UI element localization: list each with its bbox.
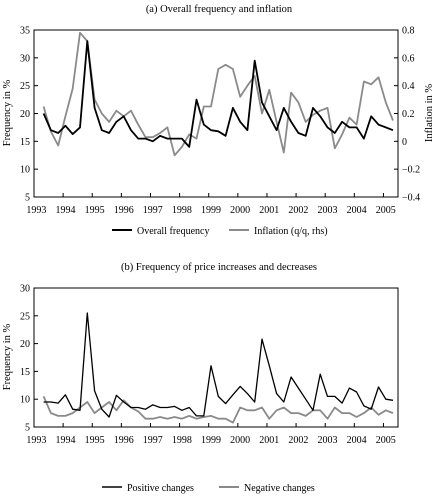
panel-b-plot-frame (33, 287, 399, 428)
x-tick-label: 1994 (55, 205, 75, 216)
panel-b-legend: Positive changes Negative changes (102, 483, 315, 494)
x-tick-label: 1997 (143, 435, 163, 446)
x-tick-label: 1998 (172, 205, 192, 216)
panel-b-title: (b) Frequency of price increases and dec… (121, 262, 317, 273)
panel-b-x-axis: 1993 1994 1995 1996 1997 1998 1999 2000 2001 2002… (26, 423, 396, 446)
x-tick-label: 2002 (288, 205, 308, 216)
series-line-negative-changes (42, 396, 394, 424)
legend-inflation-label: Inflation (q/q, rhs) (254, 226, 328, 237)
y-right-tick-label: −0.4 (402, 193, 420, 204)
series-line-positive-changes (43, 312, 394, 418)
x-tick-label: 2005 (376, 435, 396, 446)
panel-b-y-axis-label: Frequency in % (2, 324, 13, 391)
x-tick-label: 1993 (26, 205, 46, 216)
y-tick-label: 30 (20, 53, 30, 64)
panel-b-series (42, 312, 394, 424)
y-tick-label: 10 (20, 165, 30, 176)
series-line-inflation-q-q-rhs (42, 31, 394, 157)
x-tick-label: 2001 (259, 205, 279, 216)
panel-a-right-y-axis-label: Inflation in % (424, 84, 435, 143)
x-tick-label: 2001 (259, 435, 279, 446)
legend-overall-frequency-label: Overall frequency (137, 226, 209, 237)
x-tick-label: 2003 (318, 435, 338, 446)
x-tick-label: 1996 (114, 435, 134, 446)
y-tick-label: 15 (20, 137, 30, 148)
panel-a-title: (a) Overall frequency and inflation (146, 4, 293, 15)
y-tick-label: 35 (20, 26, 30, 37)
panel-b-y-axis: 5 10 15 20 25 30 (20, 284, 38, 434)
y-tick-label: 20 (20, 109, 30, 120)
panel-a-overall-frequency-and-inflation: (a) Overall frequency and inflation 5 10 1… (2, 4, 435, 237)
x-tick-label: 1994 (55, 435, 75, 446)
y-tick-label: 5 (25, 423, 30, 434)
panel-b-price-increases-and-decreases: (b) Frequency of price increases and dec… (2, 262, 399, 494)
legend-negative-changes-label: Negative changes (244, 483, 315, 494)
x-tick-label: 1995 (85, 435, 105, 446)
x-tick-label: 1999 (201, 205, 221, 216)
series-line-overall-frequency (42, 40, 394, 148)
x-tick-label: 1999 (201, 435, 221, 446)
x-tick-label: 2002 (288, 435, 308, 446)
x-tick-label: 1995 (85, 205, 105, 216)
y-tick-label: 10 (20, 395, 30, 406)
y-right-tick-label: 0 (402, 137, 407, 148)
y-tick-label: 20 (20, 339, 30, 350)
panel-a-right-y-axis: −0.4 −0.2 0 0.2 0.4 0.6 0.8 (394, 26, 420, 204)
x-tick-label: 2004 (347, 435, 367, 446)
x-tick-label: 1993 (26, 435, 46, 446)
y-right-tick-label: 0.2 (402, 109, 415, 120)
x-tick-label: 1996 (114, 205, 134, 216)
panel-a-legend: Overall frequency Inflation (q/q, rhs) (112, 226, 328, 237)
x-tick-label: 2004 (347, 205, 367, 216)
y-right-tick-label: 0.6 (402, 53, 415, 64)
y-tick-label: 30 (20, 284, 30, 295)
legend-positive-changes-label: Positive changes (127, 483, 194, 494)
panel-a-left-y-axis: 5 10 15 20 25 30 35 (20, 26, 38, 204)
y-right-tick-label: 0.8 (402, 26, 415, 37)
y-right-tick-label: −0.2 (402, 165, 420, 176)
y-tick-label: 15 (20, 367, 30, 378)
y-right-tick-label: 0.4 (402, 81, 415, 92)
x-tick-label: 2000 (230, 205, 250, 216)
x-tick-label: 2003 (318, 205, 338, 216)
y-tick-label: 25 (20, 311, 30, 322)
x-tick-label: 1997 (143, 205, 163, 216)
panel-a-left-y-axis-label: Frequency in % (2, 80, 13, 147)
x-tick-label: 2000 (230, 435, 250, 446)
y-tick-label: 5 (25, 193, 30, 204)
panel-a-x-axis: 1993 1994 1995 1996 1997 1998 1999 2000 2001 2002… (26, 193, 396, 216)
panel-a-series (42, 31, 394, 157)
x-tick-label: 1998 (172, 435, 192, 446)
y-tick-label: 25 (20, 81, 30, 92)
x-tick-label: 2005 (376, 205, 396, 216)
